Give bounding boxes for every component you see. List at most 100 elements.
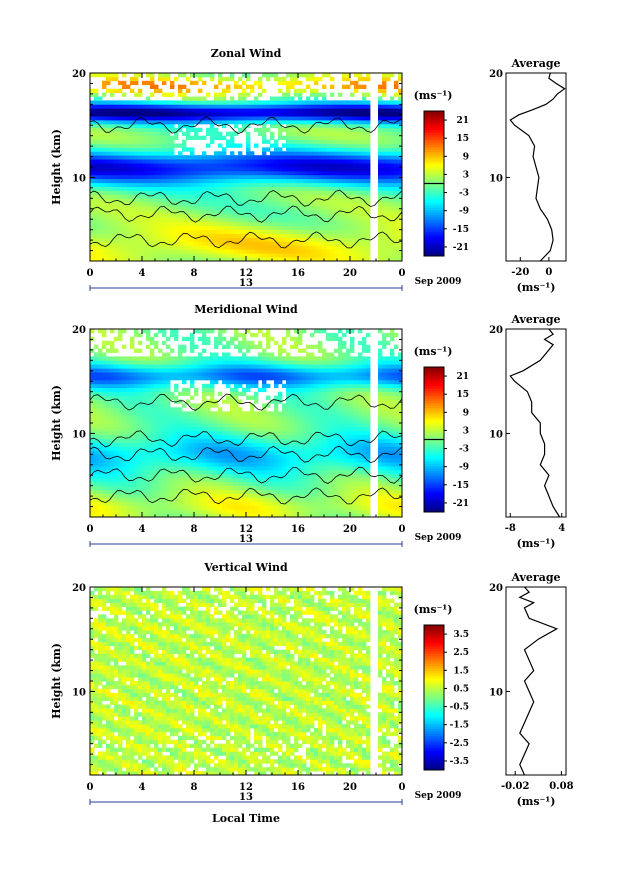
- heatmap-cell: [298, 147, 303, 152]
- heatmap-cell: [266, 139, 271, 144]
- heatmap-cell: [286, 120, 291, 125]
- heatmap-cell: [390, 170, 395, 176]
- heatmap-cell: [182, 446, 187, 451]
- heatmap-cell: [338, 241, 343, 246]
- heatmap-cell: [346, 123, 351, 129]
- heatmap-cell: [134, 186, 139, 191]
- heatmap-cell: [106, 257, 111, 262]
- heatmap-cell: [174, 513, 179, 518]
- heatmap-cell: [130, 80, 135, 86]
- heatmap-cell: [338, 221, 343, 227]
- heatmap-cell: [322, 112, 327, 117]
- heatmap-cell: [226, 462, 231, 467]
- heatmap-cell: [350, 249, 355, 254]
- heatmap-cell: [278, 182, 283, 187]
- heatmap-cell: [210, 112, 215, 117]
- heatmap-cell: [398, 163, 403, 168]
- heatmap-cell: [322, 174, 327, 180]
- heatmap-cell: [162, 372, 167, 377]
- heatmap-cell: [90, 151, 95, 156]
- heatmap-cell: [334, 198, 339, 203]
- heatmap-cell: [154, 430, 159, 436]
- heatmap-cell: [358, 108, 363, 113]
- heatmap-cell: [230, 458, 235, 463]
- heatmap-cell: [346, 249, 351, 254]
- heatmap-cell: [218, 221, 223, 227]
- heatmap-cell: [354, 139, 359, 144]
- heatmap-cell: [146, 225, 151, 230]
- heatmap-cell: [126, 364, 131, 369]
- heatmap-cell: [314, 159, 319, 164]
- heatmap-cell: [218, 426, 223, 432]
- heatmap-cell: [234, 493, 239, 498]
- heatmap-cell: [138, 116, 143, 121]
- heatmap-cell: [166, 135, 171, 140]
- heatmap-cell: [298, 174, 303, 180]
- heatmap-cell: [214, 446, 219, 451]
- heatmap-cell: [114, 139, 119, 144]
- heatmap-cell: [338, 253, 343, 258]
- heatmap-cell: [230, 430, 235, 436]
- heatmap-cell: [110, 344, 115, 349]
- heatmap-cell: [350, 108, 355, 113]
- heatmap-cell: [346, 178, 351, 184]
- heatmap-cell: [118, 505, 123, 510]
- heatmap-cell: [138, 108, 143, 113]
- heatmap-cell: [214, 489, 219, 494]
- heatmap-cell: [214, 458, 219, 463]
- heatmap-cell: [318, 112, 323, 117]
- heatmap-cell: [218, 411, 223, 416]
- heatmap-cell: [258, 253, 263, 258]
- heatmap-cell: [130, 139, 135, 144]
- heatmap-cell: [278, 225, 283, 230]
- heatmap-cell: [126, 241, 131, 246]
- heatmap-cell: [298, 131, 303, 136]
- heatmap-cell: [106, 415, 111, 420]
- heatmap-cell: [310, 170, 315, 176]
- heatmap-cell: [234, 426, 239, 432]
- heatmap-cell: [118, 127, 123, 133]
- heatmap-cell: [178, 112, 183, 117]
- heatmap-cell: [178, 217, 183, 223]
- heatmap-cell: [166, 387, 171, 393]
- heatmap-cell: [278, 229, 283, 234]
- heatmap-cell: [182, 100, 187, 105]
- heatmap-cell: [282, 108, 287, 113]
- heatmap-cell: [150, 198, 155, 203]
- heatmap-cell: [94, 493, 99, 498]
- heatmap-cell: [130, 170, 135, 176]
- heatmap-cell: [162, 206, 167, 211]
- heatmap-cell: [134, 458, 139, 463]
- heatmap-cell: [90, 415, 95, 420]
- heatmap-cell: [162, 112, 167, 117]
- heatmap-cell: [198, 194, 203, 199]
- colorbar-tick-label: 21: [456, 116, 469, 126]
- heatmap-cell: [178, 123, 183, 129]
- heatmap-cell: [182, 116, 187, 121]
- heatmap-cell: [242, 233, 247, 238]
- heatmap-cell: [94, 135, 99, 140]
- heatmap-cell: [206, 403, 211, 408]
- heatmap-cell: [222, 135, 227, 140]
- heatmap-cell: [170, 221, 175, 227]
- heatmap-cell: [90, 217, 95, 223]
- heatmap-cell: [330, 241, 335, 246]
- heatmap-cell: [170, 446, 175, 451]
- heatmap-cell: [398, 225, 403, 230]
- heatmap-cell: [186, 450, 191, 455]
- heatmap-cell: [214, 403, 219, 408]
- heatmap-cell: [230, 466, 235, 471]
- heatmap-cell: [382, 80, 387, 86]
- heatmap-cell: [102, 481, 107, 487]
- heatmap-cell: [286, 221, 291, 227]
- heatmap-cell: [298, 96, 303, 101]
- colorbar-segment: [424, 115, 444, 119]
- heatmap-cell: [182, 336, 187, 342]
- heatmap-cell: [142, 442, 147, 447]
- heatmap-cell: [358, 190, 363, 195]
- heatmap-cell: [202, 360, 207, 365]
- heatmap-cell: [238, 100, 243, 105]
- heatmap-cell: [150, 462, 155, 467]
- heatmap-cell: [94, 73, 99, 78]
- heatmap-cell: [234, 473, 239, 479]
